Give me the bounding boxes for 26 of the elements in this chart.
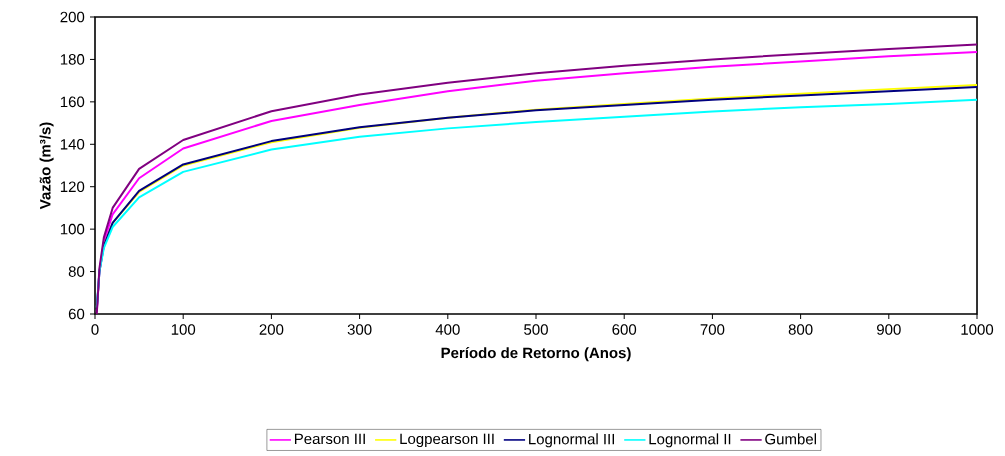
- x-tick-label: 0: [91, 324, 99, 335]
- y-tick-label: 100: [60, 223, 85, 235]
- y-tick-label: 120: [60, 181, 85, 193]
- y-tick-label: 140: [60, 138, 85, 150]
- x-tick-label: 200: [259, 324, 284, 335]
- x-tick-label: 400: [435, 324, 460, 335]
- legend-label: Lognormal III: [529, 433, 614, 448]
- x-axis-title: Período de Retorno (Anos): [441, 347, 631, 362]
- x-tick-label: 100: [171, 324, 196, 335]
- legend-label: Pearson III: [294, 433, 365, 445]
- x-tick-label: 600: [612, 324, 637, 335]
- x-tick-label: 300: [347, 324, 372, 335]
- y-tick-label: 160: [60, 96, 85, 108]
- y-tick-label: 180: [60, 54, 85, 65]
- y-tick-label: 80: [68, 266, 85, 277]
- legend-label: Gumbel: [765, 433, 816, 445]
- y-axis-title: Vazão (m³/s): [39, 122, 54, 210]
- x-tick-label: 700: [700, 324, 725, 335]
- y-tick-label: 60: [68, 308, 85, 320]
- legend-label: Logpearson III: [400, 433, 494, 448]
- y-tick-label: 200: [60, 11, 85, 23]
- x-tick-label: 900: [877, 324, 901, 335]
- x-tick-label: 800: [788, 324, 813, 335]
- x-tick-label: 1000: [961, 324, 994, 335]
- legend-label: Lognormal II: [649, 433, 731, 448]
- x-tick-label: 500: [524, 324, 548, 335]
